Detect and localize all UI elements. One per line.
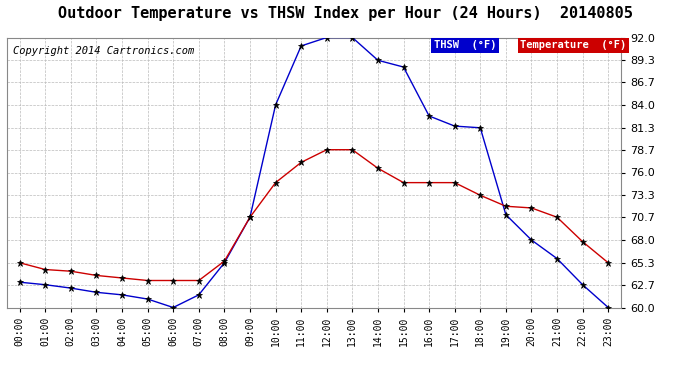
Text: Temperature  (°F): Temperature (°F) xyxy=(520,40,627,50)
Text: THSW  (°F): THSW (°F) xyxy=(434,40,496,50)
Text: Outdoor Temperature vs THSW Index per Hour (24 Hours)  20140805: Outdoor Temperature vs THSW Index per Ho… xyxy=(57,6,633,21)
Text: Copyright 2014 Cartronics.com: Copyright 2014 Cartronics.com xyxy=(13,46,195,56)
